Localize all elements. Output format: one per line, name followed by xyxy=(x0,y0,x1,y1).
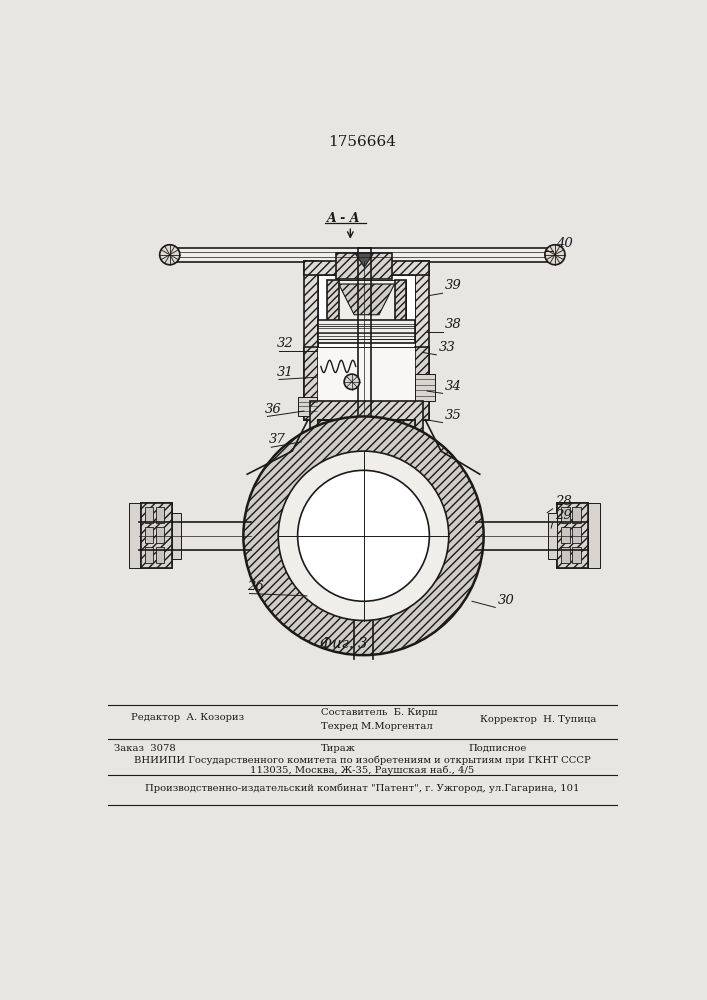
Bar xyxy=(354,617,373,632)
Bar xyxy=(557,503,588,568)
Bar xyxy=(416,347,429,420)
Bar xyxy=(141,503,172,568)
Circle shape xyxy=(545,245,565,265)
Bar xyxy=(317,420,416,432)
Text: Производственно-издательский комбинат "Патент", г. Ужгород, ул.Гагарина, 101: Производственно-издательский комбинат "П… xyxy=(145,784,579,793)
Text: Заказ  3078: Заказ 3078 xyxy=(114,744,176,753)
Text: 37: 37 xyxy=(269,433,286,446)
Bar xyxy=(310,401,423,436)
Text: A - A: A - A xyxy=(327,212,361,225)
Bar xyxy=(588,503,600,568)
Circle shape xyxy=(298,470,429,601)
Text: 38: 38 xyxy=(445,318,462,331)
Bar xyxy=(572,547,580,563)
Bar xyxy=(395,280,406,342)
Bar xyxy=(145,507,153,523)
Bar xyxy=(156,507,164,523)
Text: Корректор  Н. Тупица: Корректор Н. Тупица xyxy=(480,715,596,724)
Circle shape xyxy=(160,245,180,265)
Bar xyxy=(304,261,429,275)
Text: 30: 30 xyxy=(498,594,514,607)
Bar xyxy=(317,420,416,432)
Text: Тираж: Тираж xyxy=(321,744,356,753)
Bar xyxy=(145,527,153,543)
Bar xyxy=(156,527,164,543)
Bar xyxy=(176,248,549,262)
Bar xyxy=(298,397,317,416)
Bar xyxy=(337,253,392,279)
Text: 26: 26 xyxy=(247,580,264,593)
Text: 40: 40 xyxy=(556,237,573,250)
Bar xyxy=(416,374,435,401)
Text: 28: 28 xyxy=(555,495,572,508)
Bar xyxy=(327,280,406,342)
Bar xyxy=(304,261,317,420)
Text: 35: 35 xyxy=(445,409,462,422)
Bar xyxy=(557,503,588,568)
Bar xyxy=(317,275,416,420)
Text: 36: 36 xyxy=(265,403,282,416)
Bar xyxy=(129,503,141,568)
Bar xyxy=(317,320,416,325)
Text: 113035, Москва, Ж-35, Раушская наб., 4/5: 113035, Москва, Ж-35, Раушская наб., 4/5 xyxy=(250,766,474,775)
Bar xyxy=(145,547,153,563)
Polygon shape xyxy=(339,284,395,315)
Text: Фиг. 3: Фиг. 3 xyxy=(320,637,368,651)
Bar xyxy=(561,547,570,563)
Bar xyxy=(572,507,580,523)
Bar xyxy=(172,513,182,559)
Text: Подписное: Подписное xyxy=(468,744,527,753)
Circle shape xyxy=(344,374,360,389)
Text: 29: 29 xyxy=(555,509,572,522)
Bar xyxy=(548,513,557,559)
Bar xyxy=(561,507,570,523)
Bar xyxy=(317,347,416,420)
Polygon shape xyxy=(355,253,373,267)
Circle shape xyxy=(243,416,484,655)
Text: Техред М.Моргентал: Техред М.Моргентал xyxy=(321,722,433,731)
Text: Редактор  А. Козориз: Редактор А. Козориз xyxy=(131,713,244,722)
Bar xyxy=(327,280,339,342)
Text: ВНИИПИ Государственного комитета по изобретениям и открытиям при ГКНТ СССР: ВНИИПИ Государственного комитета по изоб… xyxy=(134,756,590,765)
Bar xyxy=(416,261,429,420)
Text: Составитель  Б. Кирш: Составитель Б. Кирш xyxy=(321,708,438,717)
Text: 32: 32 xyxy=(276,337,293,350)
Text: 31: 31 xyxy=(276,366,293,379)
Text: 1756664: 1756664 xyxy=(328,135,396,149)
Bar xyxy=(141,503,172,568)
Bar xyxy=(156,547,164,563)
Bar xyxy=(572,527,580,543)
Bar xyxy=(304,347,317,420)
Text: 34: 34 xyxy=(445,379,462,392)
Bar xyxy=(317,320,416,343)
Bar xyxy=(561,527,570,543)
Text: 39: 39 xyxy=(445,279,462,292)
Text: 33: 33 xyxy=(438,341,455,354)
Circle shape xyxy=(279,451,449,620)
